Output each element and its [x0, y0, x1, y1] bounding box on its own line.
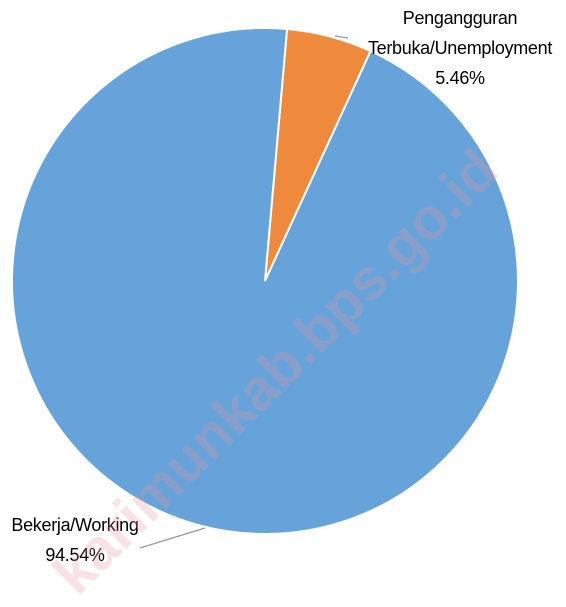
pie-slice	[11, 27, 519, 535]
page: Pengangguran Terbuka/Unemployment 5.46% …	[0, 3, 566, 607]
category-label: Bekerja/Working	[11, 515, 139, 535]
chart	[11, 27, 519, 549]
value-label: 5.46%	[435, 68, 485, 88]
slice-label: Bekerja/Working 94.54%	[0, 510, 150, 570]
leader-line	[139, 527, 206, 549]
leader-line	[334, 35, 349, 39]
pie	[11, 27, 519, 535]
value-label: 94.54%	[45, 545, 105, 565]
slice-label: Pengangguran Terbuka/Unemployment 5.46%	[340, 3, 566, 93]
category-label: Pengangguran Terbuka/Unemployment	[367, 8, 553, 58]
